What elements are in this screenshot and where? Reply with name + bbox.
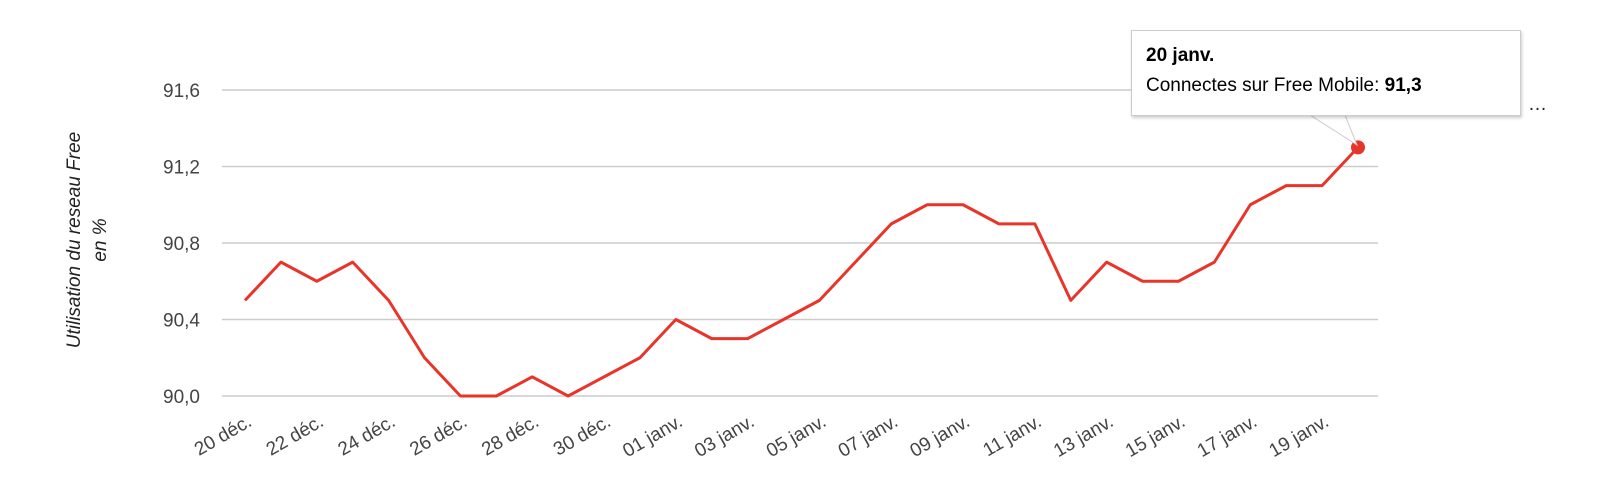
y-tick-label: 90,0 [163,387,200,408]
x-tick-label: 07 janv. [835,411,902,462]
y-tick-label: 91,6 [163,81,200,102]
x-tick-label: 01 janv. [619,411,686,462]
x-tick-label: 13 janv. [1050,411,1117,462]
tooltip-pointer [1308,114,1359,147]
x-tick-label: 11 janv. [980,411,1046,461]
y-tick-label: 90,4 [163,311,200,332]
tooltip-value: 91,3 [1384,75,1422,96]
x-tick-label: 22 déc. [263,411,327,460]
x-tick-label: 09 janv. [907,411,974,462]
tooltip-title: 20 janv. [1146,45,1215,66]
x-tick-label: 28 déc. [478,411,542,460]
x-tick-label: 17 janv. [1194,411,1261,462]
x-tick-label: 03 janv. [691,411,758,462]
x-tick-label: 20 déc. [191,411,255,460]
x-tick-label: 19 janv. [1266,411,1333,462]
x-tick-label: 24 déc. [335,411,399,460]
series-line [243,146,1360,398]
tooltip-line: Connectes sur Free Mobile: 91,3 [1146,75,1506,97]
tooltip-series-label: Connectes sur Free Mobile: [1146,75,1380,96]
x-tick-label: 05 janv. [763,411,830,462]
x-tick-label: 26 déc. [406,411,470,460]
legend-ellipsis[interactable]: … [1528,94,1547,115]
x-tick-label: 30 déc. [550,411,614,460]
y-axis-label: Utilisation du reseau Free en % [64,132,111,349]
tooltip: 20 janv. Connectes sur Free Mobile: 91,3 [1131,30,1521,116]
y-tick-label: 90,8 [163,234,200,255]
y-tick-label: 91,2 [163,158,200,179]
x-tick-label: 15 janv. [1122,411,1189,462]
